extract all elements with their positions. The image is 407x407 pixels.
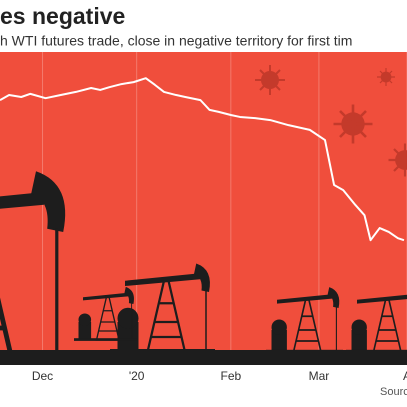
chart-subtitle: h WTI futures trade, close in negative t… xyxy=(0,33,352,49)
price-line xyxy=(0,77,405,242)
x-tick-label: '20 xyxy=(129,369,145,383)
x-tick-label: Feb xyxy=(220,369,241,383)
source-note: Sourc xyxy=(380,386,407,398)
chart-title: es negative xyxy=(0,3,125,29)
x-tick-label: Dec xyxy=(32,369,53,383)
grid xyxy=(42,52,407,365)
decoration-pumpjacks xyxy=(0,171,407,365)
x-tick-label: A xyxy=(403,369,407,383)
x-tick-label: Mar xyxy=(309,369,330,383)
